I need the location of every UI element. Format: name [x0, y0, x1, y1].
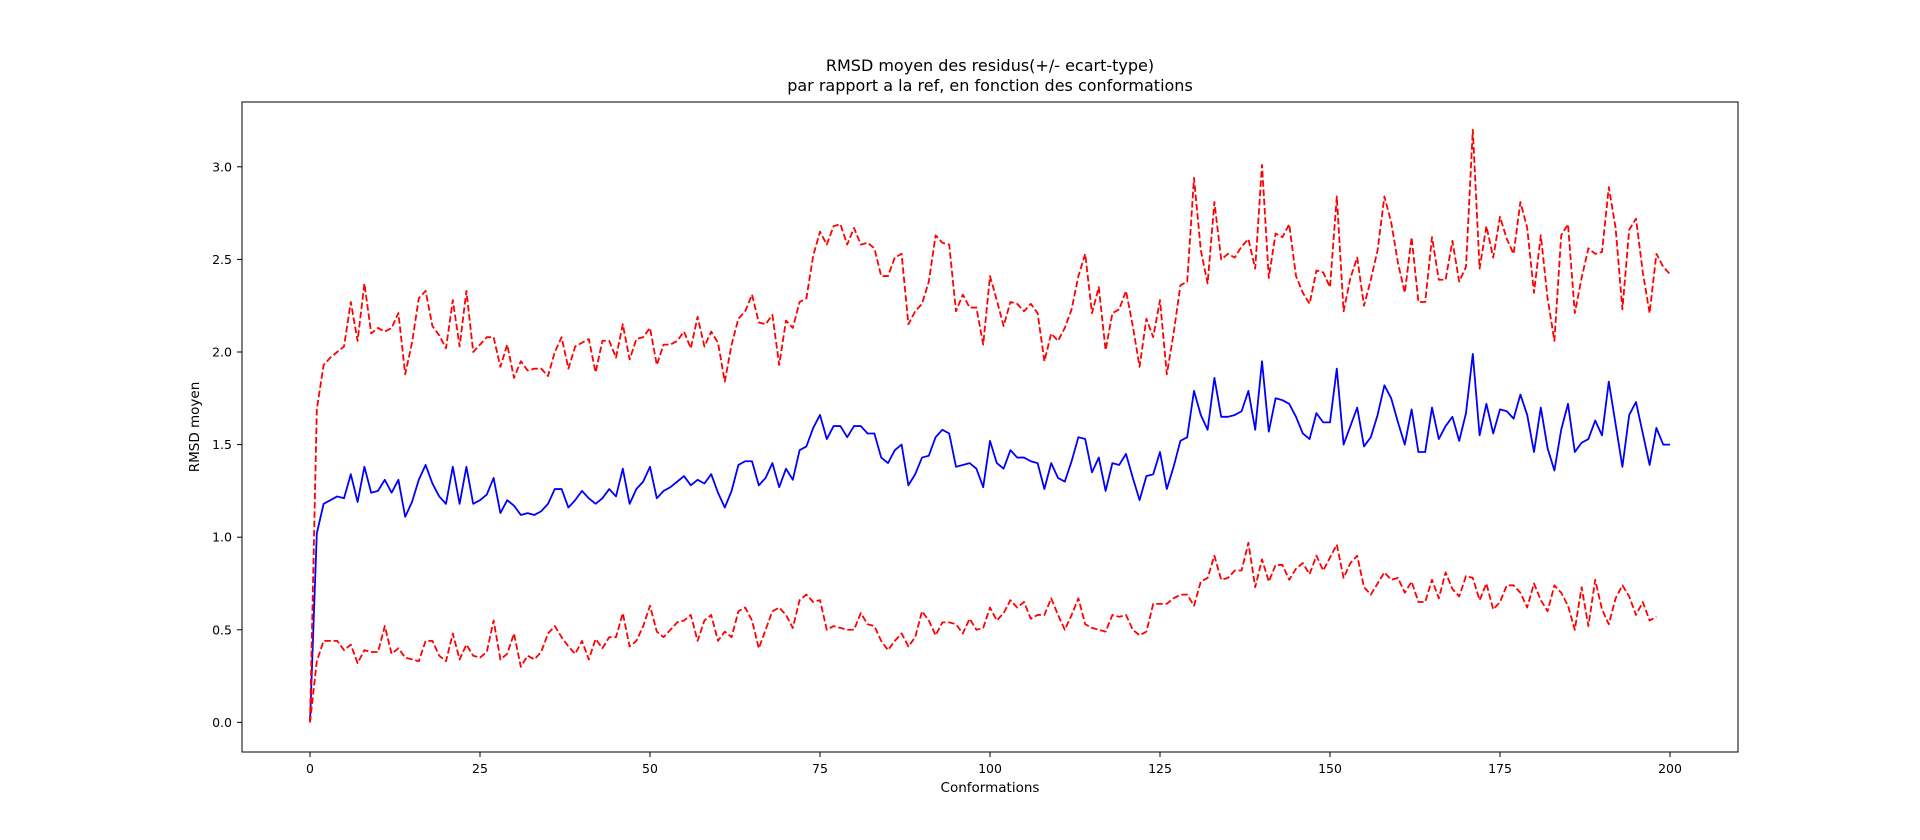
x-tick-label: 25 — [472, 761, 488, 776]
y-tick-label: 2.5 — [212, 252, 232, 267]
series-layer — [309, 128, 1671, 723]
x-tick-label: 150 — [1318, 761, 1342, 776]
x-tick-label: 200 — [1658, 761, 1682, 776]
x-tick-label: 50 — [642, 761, 658, 776]
series-line-3 — [309, 541, 1657, 723]
y-tick-label: 3.0 — [212, 159, 232, 174]
x-tick-label: 175 — [1488, 761, 1512, 776]
y-tick-label: 1.5 — [212, 437, 232, 452]
y-tick-label: 0.5 — [212, 622, 232, 637]
y-tick-label: 1.0 — [212, 530, 232, 545]
x-axis: 0 25 50 75 100 125 150 175 200 — [306, 752, 1682, 776]
x-tick-label: 0 — [306, 761, 314, 776]
y-tick-label: 2.0 — [212, 345, 232, 360]
y-axis-label: RMSD moyen — [187, 382, 203, 473]
y-axis: 0.0 0.5 1.0 1.5 2.0 2.5 3.0 — [212, 159, 242, 730]
chart-subtitle: par rapport a la ref, en fonction des co… — [787, 76, 1193, 95]
x-tick-label: 125 — [1148, 761, 1172, 776]
x-tick-label: 75 — [812, 761, 828, 776]
x-tick-label: 100 — [978, 761, 1002, 776]
y-tick-label: 0.0 — [212, 715, 232, 730]
series-line-2 — [309, 128, 1671, 723]
chart-title: RMSD moyen des residus(+/- ecart-type) — [826, 56, 1154, 75]
x-axis-label: Conformations — [941, 780, 1040, 796]
series-line-1 — [309, 352, 1670, 723]
